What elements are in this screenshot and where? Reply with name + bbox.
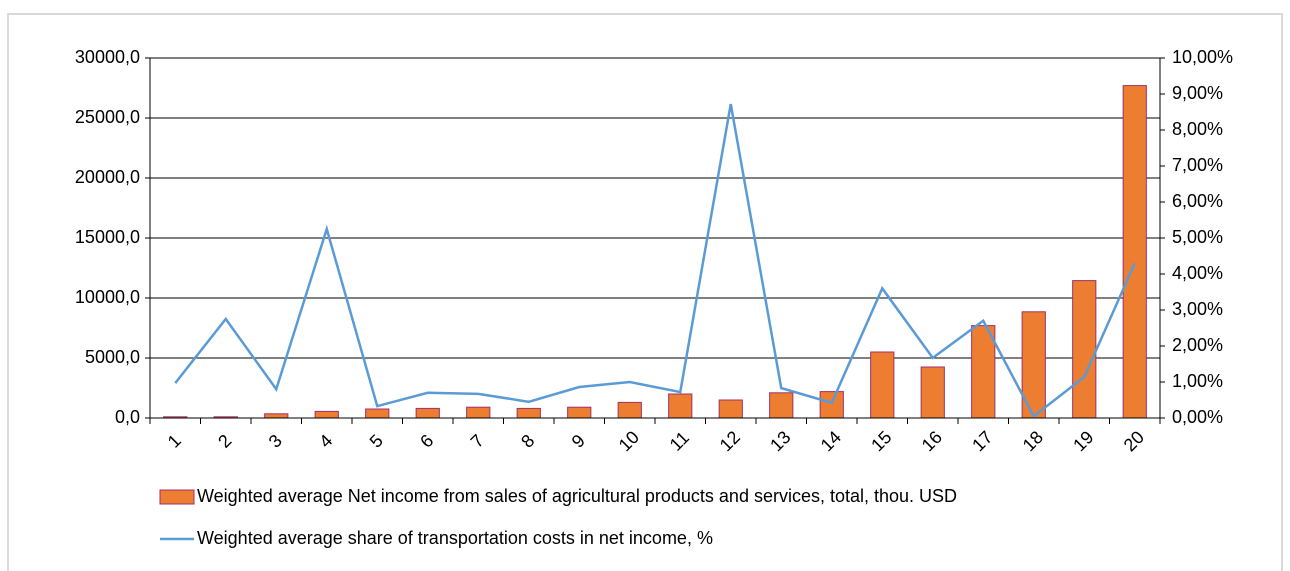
bar [516,407,541,419]
legend-swatch [159,489,195,505]
y-tick-label: 20000,0 [75,167,140,187]
bar [920,366,945,419]
bar [314,410,339,419]
y-tick-label: 10000,0 [75,287,140,307]
bar [769,392,794,419]
y2-tick-label: 8,00% [1172,119,1223,139]
bar [264,413,289,419]
y-tick-label: 30000,0 [75,47,140,67]
bar [567,406,592,419]
y-tick-label: 5000,0 [85,347,140,367]
bar [365,408,390,419]
legend-label: Weighted average Net income from sales o… [197,486,957,506]
bar [1122,85,1147,419]
y2-tick-label: 1,00% [1172,371,1223,391]
y2-tick-label: 6,00% [1172,191,1223,211]
y-tick-label: 0,0 [115,407,140,427]
y2-tick-label: 0,00% [1172,407,1223,427]
y2-tick-label: 10,00% [1172,47,1233,67]
y-tick-label: 15000,0 [75,227,140,247]
bar [1072,280,1097,419]
y2-tick-label: 2,00% [1172,335,1223,355]
bar [466,406,491,419]
bar [870,351,895,419]
chart-frame [7,13,1283,571]
line [174,103,1136,419]
bar [718,399,743,419]
bar [819,391,844,419]
bar [415,407,440,419]
y2-tick-label: 9,00% [1172,83,1223,103]
legend-label: Weighted average share of transportation… [197,528,713,548]
bar [668,393,693,419]
y2-tick-label: 4,00% [1172,263,1223,283]
y2-tick-label: 5,00% [1172,227,1223,247]
bar [971,325,996,419]
bar [617,401,642,419]
y2-tick-label: 3,00% [1172,299,1223,319]
y-tick-label: 25000,0 [75,107,140,127]
y2-tick-label: 7,00% [1172,155,1223,175]
